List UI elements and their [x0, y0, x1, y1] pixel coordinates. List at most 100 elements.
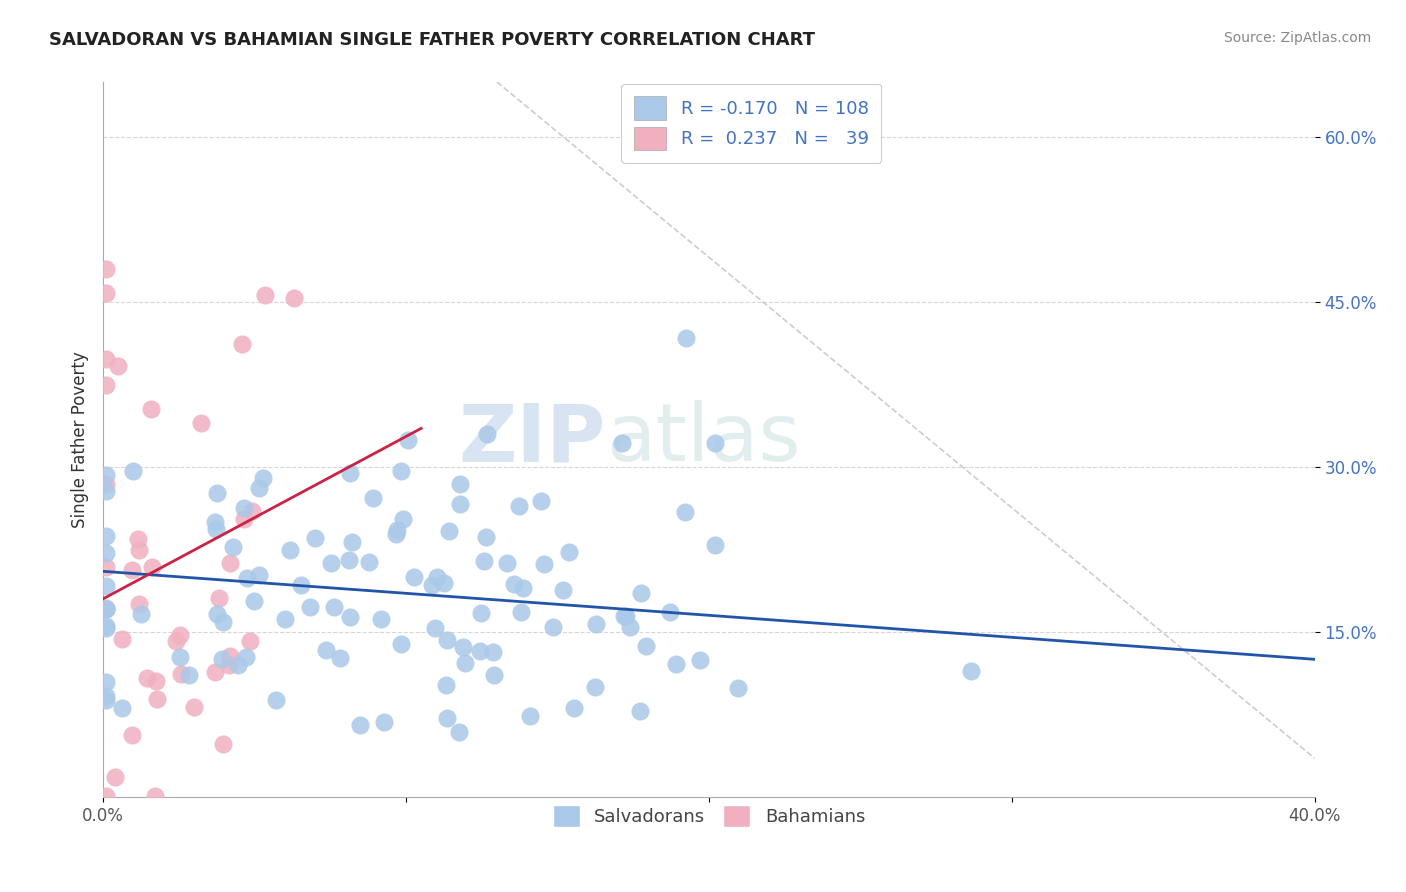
Point [304, 531, 326, 545]
Point [384, 527, 406, 541]
Point [208, 591, 231, 605]
Point [423, 621, 446, 635]
Point [219, 648, 242, 663]
Point [634, 639, 657, 653]
Point [231, 337, 253, 351]
Point [146, 692, 169, 706]
Point [339, 466, 361, 480]
Point [551, 582, 574, 597]
Point [96, 377, 118, 392]
Point [96, 789, 118, 803]
Point [121, 563, 143, 577]
Point [502, 576, 524, 591]
Point [232, 501, 254, 516]
Point [322, 600, 344, 615]
Point [450, 497, 472, 511]
Point [249, 481, 271, 495]
Point [481, 645, 503, 659]
Point [329, 651, 352, 665]
Point [170, 666, 193, 681]
Point [121, 464, 143, 478]
Point [673, 505, 696, 519]
Point [512, 582, 534, 596]
Point [128, 542, 150, 557]
Point [111, 632, 134, 646]
Point [169, 628, 191, 642]
Point [212, 615, 235, 629]
Point [96, 579, 118, 593]
Point [96, 621, 118, 635]
Point [264, 693, 287, 707]
Point [96, 602, 118, 616]
Point [387, 524, 409, 538]
Point [496, 556, 519, 570]
Point [240, 504, 263, 518]
Text: Source: ZipAtlas.com: Source: ZipAtlas.com [1223, 31, 1371, 45]
Point [630, 586, 652, 600]
Text: atlas: atlas [606, 401, 800, 478]
Point [96, 601, 118, 615]
Point [337, 553, 360, 567]
Point [218, 556, 240, 570]
Point [274, 612, 297, 626]
Point [111, 700, 134, 714]
Point [233, 512, 256, 526]
Point [183, 700, 205, 714]
Point [218, 658, 240, 673]
Point [96, 559, 118, 574]
Point [278, 543, 301, 558]
Point [104, 770, 127, 784]
Point [703, 538, 725, 552]
Point [96, 352, 118, 367]
Point [449, 476, 471, 491]
Point [252, 471, 274, 485]
Y-axis label: Single Father Poverty: Single Father Poverty [72, 351, 89, 528]
Point [610, 436, 633, 450]
Text: ZIP: ZIP [458, 401, 606, 478]
Point [470, 643, 492, 657]
Point [247, 567, 270, 582]
Point [960, 664, 983, 678]
Point [619, 619, 641, 633]
Point [675, 331, 697, 345]
Point [96, 467, 118, 482]
Point [436, 711, 458, 725]
Point [363, 491, 385, 505]
Point [299, 599, 322, 614]
Point [165, 634, 187, 648]
Point [128, 597, 150, 611]
Point [96, 529, 118, 543]
Point [562, 701, 585, 715]
Point [616, 609, 638, 624]
Point [127, 532, 149, 546]
Point [207, 486, 229, 500]
Point [519, 709, 541, 723]
Point [96, 484, 118, 499]
Point [472, 554, 495, 568]
Point [389, 464, 412, 478]
Point [107, 359, 129, 373]
Point [136, 672, 159, 686]
Point [96, 602, 118, 616]
Point [558, 545, 581, 559]
Point [204, 515, 226, 529]
Point [169, 650, 191, 665]
Point [96, 546, 118, 560]
Point [242, 593, 264, 607]
Point [211, 738, 233, 752]
Text: SALVADORAN VS BAHAMIAN SINGLE FATHER POVERTY CORRELATION CHART: SALVADORAN VS BAHAMIAN SINGLE FATHER POV… [49, 31, 815, 49]
Point [226, 657, 249, 672]
Point [96, 693, 118, 707]
Point [475, 426, 498, 441]
Point [254, 287, 277, 301]
Point [583, 680, 606, 694]
Point [727, 681, 749, 695]
Point [482, 668, 505, 682]
Point [510, 606, 533, 620]
Point [396, 433, 419, 447]
Point [420, 577, 443, 591]
Point [315, 643, 337, 657]
Legend: Salvadorans, Bahamians: Salvadorans, Bahamians [546, 797, 873, 834]
Point [613, 609, 636, 624]
Point [436, 678, 458, 692]
